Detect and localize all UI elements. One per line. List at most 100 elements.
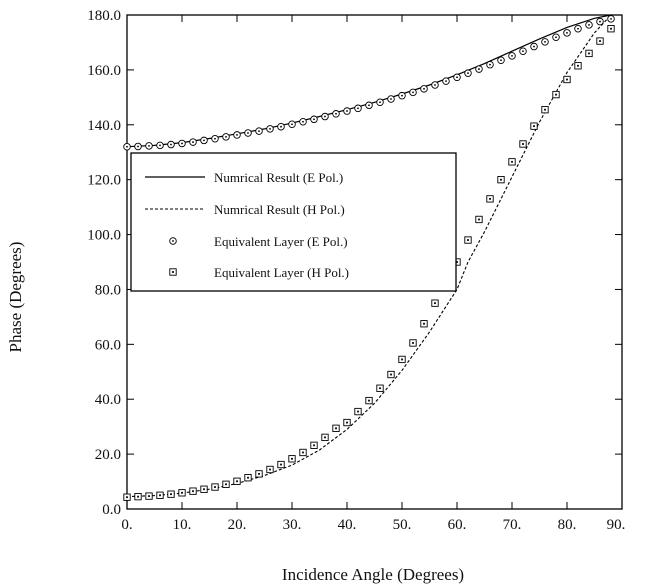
circle-marker — [607, 15, 615, 23]
circle-marker — [365, 101, 373, 110]
circle-dot — [335, 112, 337, 115]
circle-dot — [137, 145, 139, 148]
circle-marker — [431, 81, 439, 89]
circle-dot — [192, 141, 194, 143]
circle-dot — [401, 94, 403, 97]
square-dot — [214, 486, 216, 488]
square-marker — [299, 448, 307, 457]
circle-dot — [522, 50, 524, 53]
square-dot — [368, 399, 370, 402]
square-marker — [409, 339, 417, 347]
square-dot — [489, 197, 491, 200]
square-dot — [137, 495, 139, 498]
square-dot — [225, 483, 227, 486]
square-marker — [486, 195, 494, 203]
circle-dot — [159, 144, 161, 147]
circle-marker — [222, 133, 230, 141]
circle-marker — [464, 69, 472, 77]
circle-dot — [577, 27, 579, 30]
square-dot — [280, 463, 282, 466]
circle-dot — [511, 54, 513, 57]
square-marker — [277, 460, 285, 469]
square-dot — [324, 436, 326, 439]
square-marker — [596, 37, 604, 45]
circle-dot — [555, 36, 557, 39]
series-line — [126, 14, 612, 148]
square-marker — [541, 106, 549, 114]
x-tick-label: 20. — [228, 517, 247, 533]
square-marker — [343, 418, 351, 427]
square-marker — [178, 489, 186, 497]
circle-dot — [467, 72, 469, 75]
x-tick-label: 60. — [448, 517, 467, 533]
legend: Numrical Result (E Pol.) Numrical Result … — [130, 152, 457, 292]
square-dot — [247, 476, 249, 479]
square-marker — [530, 122, 538, 130]
circle-marker — [167, 140, 175, 149]
circle-marker — [354, 104, 362, 113]
square-marker — [431, 299, 439, 307]
square-marker — [585, 49, 593, 58]
square-dot — [467, 239, 469, 241]
circle-dot — [390, 98, 392, 100]
square-dot — [203, 488, 205, 491]
circle-marker — [178, 139, 186, 148]
square-marker — [233, 477, 241, 485]
circle-dot — [456, 76, 458, 79]
circle-dot — [423, 87, 425, 90]
y-tick-label: 120.0 — [87, 173, 121, 189]
square-dot — [302, 451, 304, 454]
circle-marker — [310, 115, 318, 124]
circle-marker — [299, 118, 307, 126]
circle-dot — [302, 120, 304, 123]
square-marker — [519, 140, 527, 148]
square-dot — [181, 491, 183, 494]
square-dot — [159, 494, 161, 497]
circle-marker — [123, 142, 131, 151]
square-marker — [156, 491, 164, 499]
y-tick-label: 160.0 — [87, 63, 121, 79]
circle-dot — [148, 145, 150, 147]
y-tick-label: 140.0 — [87, 118, 121, 134]
legend-label: Equivalent Layer (E Pol.) — [214, 234, 348, 249]
square-dot — [577, 64, 579, 67]
circle-dot — [269, 127, 271, 130]
circle-dot — [478, 68, 480, 70]
square-marker — [497, 176, 505, 184]
square-dot — [192, 490, 194, 493]
x-axis-title: Incidence Angle (Degrees) — [282, 565, 464, 584]
series-layer — [123, 14, 615, 501]
circle-dot — [324, 115, 326, 118]
square-dot — [390, 373, 392, 376]
circle-dot — [379, 101, 381, 104]
circle-marker — [486, 60, 494, 69]
square-marker — [266, 465, 274, 474]
y-tick-label: 0.0 — [102, 502, 121, 518]
square-dot — [148, 495, 150, 498]
circle-marker — [321, 112, 329, 121]
square-marker — [255, 470, 263, 478]
y-tick-label: 80.0 — [95, 282, 121, 298]
square-marker — [123, 493, 131, 501]
series-0 — [126, 14, 612, 148]
y-axis-title: Phase (Degrees) — [6, 242, 25, 353]
square-dot — [511, 160, 513, 163]
circle-dot — [412, 91, 414, 94]
plot-frame — [126, 14, 623, 510]
square-dot — [357, 410, 359, 413]
circle-dot — [236, 134, 238, 136]
circle-marker — [343, 107, 351, 115]
circle-dot — [280, 125, 282, 128]
x-tick-label: 30. — [283, 517, 302, 533]
circle-marker — [169, 237, 177, 245]
square-dot — [478, 218, 480, 221]
circle-marker — [211, 135, 219, 143]
square-marker — [222, 480, 230, 488]
square-dot — [544, 108, 546, 111]
square-dot — [412, 342, 414, 344]
circle-dot — [247, 132, 249, 134]
square-marker — [376, 384, 384, 392]
circle-marker — [156, 141, 164, 150]
square-dot — [610, 27, 612, 30]
